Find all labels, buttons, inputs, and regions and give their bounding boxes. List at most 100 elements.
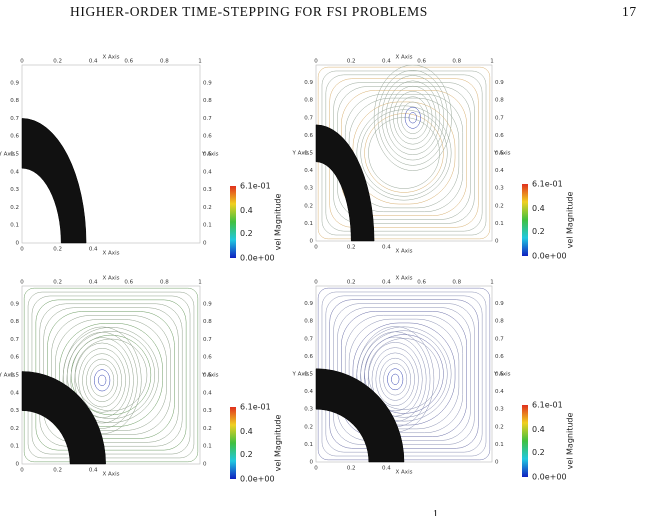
colorbar (230, 186, 236, 258)
x-tick-label: 1 (198, 280, 202, 286)
x-tick-label: 0.6 (417, 280, 426, 286)
x-tick-label: 0.4 (89, 59, 98, 65)
colorbar-label: 0.0e+00 (240, 475, 275, 484)
y-tick-label: 0.3 (304, 407, 313, 413)
solid-structure (21, 118, 87, 244)
y-tick-label: 0.1 (203, 444, 212, 450)
x-tick-label: 0 (20, 59, 24, 65)
y-tick-label: 0.8 (495, 98, 504, 104)
y-tick-label: 0.9 (495, 80, 504, 86)
y-tick-label: 0.5 (495, 151, 504, 157)
y-tick-label: 0.7 (203, 116, 212, 122)
colorbar-label: 0.2 (532, 448, 545, 457)
colorbar (522, 405, 528, 477)
solid-structure (315, 124, 375, 242)
y-tick-label: 0.4 (203, 169, 212, 175)
y-axis-title: Y Axis (291, 151, 309, 157)
y-tick-label: 0.9 (304, 80, 313, 86)
footnote: 1 (433, 509, 438, 516)
y-tick-label: 0.8 (304, 319, 313, 325)
colorbar-title: vel Magnitude (274, 415, 283, 472)
streamline (70, 337, 134, 424)
y-tick-label: 0.8 (10, 98, 19, 104)
colorbar-label: 0.0e+00 (532, 473, 567, 482)
streamline (47, 311, 175, 439)
colorbar-title: vel Magnitude (566, 192, 575, 249)
y-tick-label: 0.6 (203, 134, 212, 140)
y-tick-label: 0.2 (203, 205, 212, 211)
y-tick-label: 0.2 (495, 424, 504, 430)
x-axis-title: X Axis (103, 55, 120, 61)
y-tick-label: 0.6 (10, 134, 19, 140)
y-tick-label: 0.5 (495, 372, 504, 378)
y-tick-label: 0 (16, 462, 20, 468)
colorbar (230, 407, 236, 479)
y-tick-label: 0.7 (203, 337, 212, 343)
y-tick-label: 0.1 (495, 442, 504, 448)
x-axis-title: X Axis (396, 470, 413, 476)
y-tick-label: 0.4 (495, 168, 504, 174)
streamline (371, 347, 419, 412)
y-tick-label: 0.3 (495, 407, 504, 413)
y-axis-title: Y Axis (493, 151, 511, 157)
streamline (94, 369, 111, 392)
x-tick-label: 0 (20, 247, 24, 253)
y-tick-label: 0.6 (304, 133, 313, 139)
streamline (383, 363, 408, 396)
streamline (90, 364, 115, 397)
streamline (62, 326, 142, 434)
streamline (389, 85, 437, 150)
y-tick-label: 0.1 (304, 442, 313, 448)
x-tick-label: 0.2 (53, 59, 62, 65)
x-tick-label: 0.6 (417, 59, 426, 65)
y-tick-label: 0.5 (10, 152, 19, 158)
x-tick-label: 0 (20, 468, 24, 474)
streamline (352, 322, 456, 426)
streamline (74, 342, 130, 418)
x-tick-label: 0.2 (53, 280, 62, 286)
streamline (377, 70, 448, 166)
x-tick-label: 0.4 (382, 59, 391, 65)
streamline (408, 112, 417, 124)
x-tick-label: 1 (198, 59, 202, 65)
streamline (373, 65, 452, 171)
x-tick-label: 0 (20, 280, 24, 286)
x-tick-label: 0.2 (53, 468, 62, 474)
y-tick-label: 0.4 (203, 390, 212, 396)
x-tick-label: 0.4 (89, 468, 98, 474)
y-axis-title: Y Axis (493, 372, 511, 378)
y-tick-label: 0.1 (10, 223, 19, 229)
y-tick-label: 0.4 (10, 390, 19, 396)
colorbar-label: 0.2 (532, 227, 545, 236)
y-tick-label: 0 (495, 460, 499, 466)
y-tick-label: 0.6 (203, 355, 212, 361)
y-tick-label: 0.2 (10, 205, 19, 211)
colorbar-title: vel Magnitude (566, 413, 575, 470)
x-tick-label: 0.6 (124, 280, 133, 286)
y-tick-label: 0.3 (304, 186, 313, 192)
y-tick-label: 0.4 (495, 389, 504, 395)
colorbar-label: 6.1e-01 (532, 401, 563, 410)
streamline (348, 318, 460, 430)
x-axis-title: X Axis (396, 55, 413, 61)
y-axis-title: Y Axis (201, 373, 219, 379)
streamline (387, 368, 404, 391)
y-tick-label: 0.5 (304, 151, 313, 157)
colorbar-label: 0.4 (532, 425, 545, 434)
colorbar-label: 6.1e-01 (240, 403, 271, 412)
y-tick-label: 0.1 (203, 223, 212, 229)
streamline (393, 91, 433, 145)
y-tick-label: 0.4 (304, 168, 313, 174)
solid-structure (21, 371, 106, 465)
streamline (51, 315, 171, 435)
streamline (381, 75, 445, 161)
y-tick-label: 0.8 (304, 98, 313, 104)
y-tick-label: 0.7 (495, 115, 504, 121)
colorbar (522, 184, 528, 256)
colorbar-label: 0.4 (240, 427, 253, 436)
y-axis-title: Y Axis (0, 373, 15, 379)
streamline (360, 109, 448, 197)
y-tick-label: 0.8 (203, 98, 212, 104)
y-tick-label: 0.1 (304, 221, 313, 227)
